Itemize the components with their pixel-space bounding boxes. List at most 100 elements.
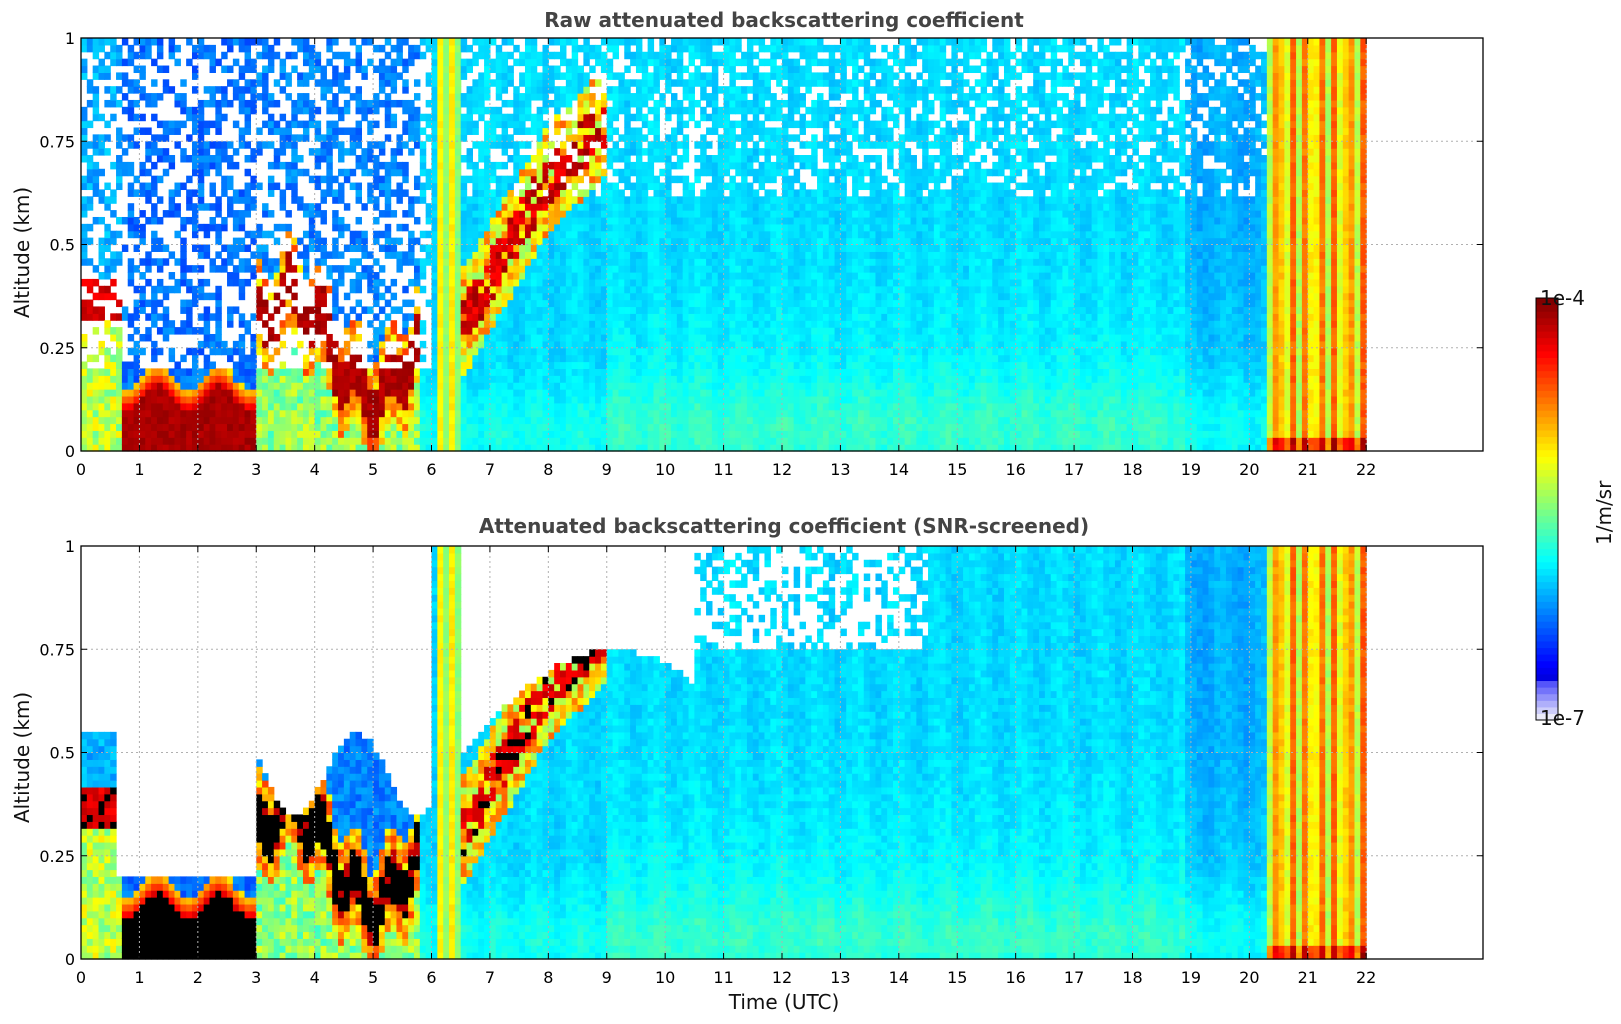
heatmap-cell [210,189,216,196]
heatmap-cell [437,334,443,341]
heatmap-cell [338,368,344,375]
heatmap-cell [139,417,145,424]
heatmap-cell [303,121,309,128]
heatmap-cell [145,430,151,437]
plot-panel-top: 0 1 2 3 4 5 6 7 8 9 10 11 12 13 14 15 16 17 18 19 20 21 2200.2… [39,29,1483,479]
heatmap-cell [81,238,87,245]
heatmap-cell [110,355,116,362]
heatmap-cell [186,403,192,410]
heatmap-cell [268,327,274,334]
heatmap-cell [432,403,438,410]
heatmap-cell [326,183,332,190]
heatmap-cell [233,251,239,258]
heatmap-cell [291,245,297,252]
heatmap-cell [332,238,338,245]
heatmap-cell [110,93,116,100]
heatmap-cell [315,286,321,293]
heatmap-cell [104,72,110,79]
heatmap-cell [443,362,449,369]
heatmap-cell [210,341,216,348]
heatmap-cell [227,100,233,107]
heatmap-cell [87,45,93,52]
heatmap-cell [210,368,216,375]
heatmap-cell [87,238,93,245]
heatmap-cell [268,410,274,417]
heatmap-cell [116,430,122,437]
heatmap-cell [274,100,280,107]
heatmap-cell [338,169,344,176]
heatmap-cell [210,183,216,190]
heatmap-cell [356,300,362,307]
heatmap-cell [408,417,414,424]
heatmap-cell [449,169,455,176]
heatmap-cell [455,362,461,369]
heatmap-cell [385,121,391,128]
heatmap-cell [151,403,157,410]
heatmap-cell [145,189,151,196]
heatmap-cell [321,238,327,245]
heatmap-cell [116,100,122,107]
heatmap-cell [180,265,186,272]
heatmap-cell [198,107,204,114]
heatmap-cell [210,389,216,396]
heatmap-cell [315,320,321,327]
heatmap-cell [256,224,262,231]
heatmap-cell [186,134,192,141]
heatmap-cell [110,231,116,238]
heatmap-cell [151,355,157,362]
heatmap-cell [285,93,291,100]
heatmap-cell [443,141,449,148]
heatmap-cell [280,272,286,279]
heatmap-cell [338,52,344,59]
heatmap-cell [250,389,256,396]
heatmap-cell [93,327,99,334]
heatmap-cell [104,38,110,45]
heatmap-cell [385,437,391,444]
heatmap-cell [169,210,175,217]
heatmap-cell [262,279,268,286]
heatmap-cell [443,196,449,203]
heatmap-cell [356,231,362,238]
heatmap-cell [303,272,309,279]
heatmap-cell [350,231,356,238]
heatmap-cell [449,134,455,141]
heatmap-cell [455,245,461,252]
heatmap-cell [215,141,221,148]
heatmap-cell [356,66,362,73]
heatmap-cell [169,327,175,334]
heatmap-cell [414,45,420,52]
heatmap-cell [262,210,268,217]
heatmap-cell [174,141,180,148]
heatmap-cell [414,327,420,334]
heatmap-cell [338,196,344,203]
heatmap-cell [408,59,414,66]
heatmap-cell [344,327,350,334]
heatmap-cell [285,52,291,59]
heatmap-cell [122,79,128,86]
heatmap-cell [385,396,391,403]
heatmap-cell [373,437,379,444]
heatmap-cell [332,224,338,231]
heatmap-cell [437,86,443,93]
heatmap-cell [81,375,87,382]
heatmap-cell [280,66,286,73]
heatmap-cell [443,210,449,217]
heatmap-cell [455,141,461,148]
heatmap-cell [157,348,163,355]
heatmap-cell [215,210,221,217]
heatmap-cell [174,210,180,217]
heatmap-cell [93,176,99,183]
heatmap-cell [443,437,449,444]
heatmap-cell [379,320,385,327]
heatmap-cell [391,382,397,389]
heatmap-cell [396,251,402,258]
heatmap-cell [81,141,87,148]
heatmap-cell [198,148,204,155]
heatmap-cell [169,189,175,196]
heatmap-cell [332,417,338,424]
heatmap-cell [134,306,140,313]
heatmap-cell [449,279,455,286]
heatmap-cell [285,141,291,148]
heatmap-cell [116,437,122,444]
heatmap-cell [437,375,443,382]
